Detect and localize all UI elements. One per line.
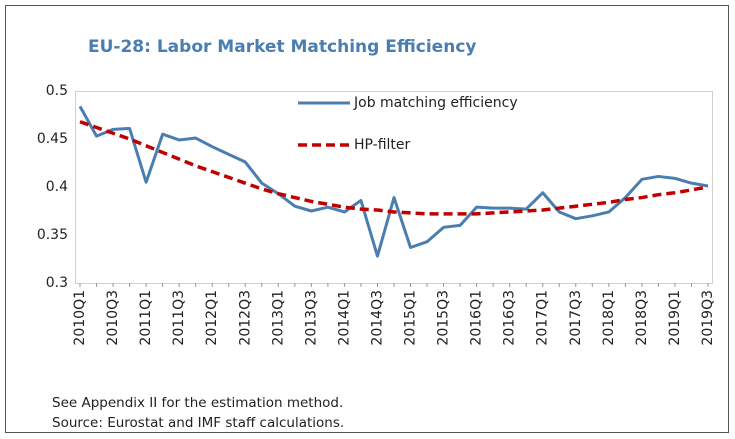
x-tick-label: 2010Q3 [105, 290, 121, 346]
x-tick-label: 2014Q1 [336, 290, 352, 346]
x-tick-label: 2013Q1 [270, 290, 286, 346]
legend-label: Job matching efficiency [353, 95, 518, 111]
y-tick-label: 0.35 [37, 227, 68, 243]
x-tick-label: 2017Q1 [535, 290, 551, 346]
x-tick-label: 2018Q1 [601, 290, 617, 346]
x-tick-label: 2018Q3 [634, 290, 650, 346]
x-tick-label: 2011Q1 [138, 290, 154, 346]
x-tick-label: 2019Q3 [700, 290, 716, 346]
note: See Appendix II for the estimation metho… [52, 395, 343, 411]
x-tick-label: 2011Q3 [171, 290, 187, 346]
chart-title: EU-28: Labor Market Matching Efficiency [88, 37, 476, 57]
x-tick-label: 2017Q3 [568, 290, 584, 346]
x-tick-label: 2016Q3 [502, 290, 518, 346]
x-tick-label: 2010Q1 [72, 290, 88, 346]
x-tick-label: 2016Q1 [469, 290, 485, 346]
legend-label: HP-filter [354, 137, 411, 153]
x-tick-label: 2013Q3 [303, 290, 319, 346]
x-tick-label: 2012Q1 [204, 290, 220, 346]
x-tick-label: 2015Q1 [403, 290, 419, 346]
x-tick-label: 2014Q3 [369, 290, 385, 346]
y-tick-label: 0.4 [46, 179, 68, 195]
series-line [78, 105, 709, 258]
note: Source: Eurostat and IMF staff calculati… [52, 415, 344, 431]
y-tick-label: 0.5 [46, 83, 68, 99]
y-tick-label: 0.45 [37, 131, 68, 147]
x-tick-label: 2015Q3 [436, 290, 452, 346]
y-tick-label: 0.3 [46, 275, 68, 291]
series-line [79, 120, 709, 216]
x-tick-label: 2012Q3 [237, 290, 253, 346]
x-tick-label: 2019Q1 [667, 290, 683, 346]
